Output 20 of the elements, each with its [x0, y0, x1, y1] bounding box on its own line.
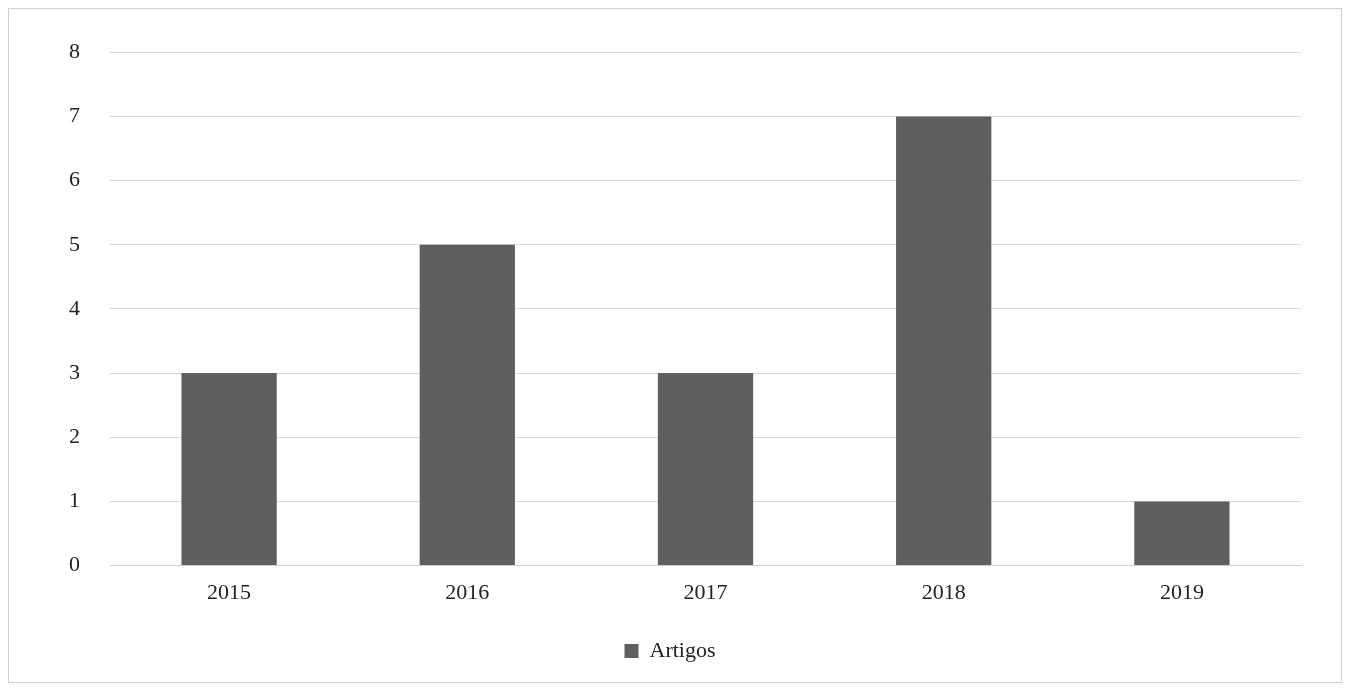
y-tick-label: 3: [69, 358, 80, 384]
y-tick-label: 0: [69, 551, 80, 577]
y-tick-label: 1: [69, 487, 80, 513]
y-tick-label: 7: [69, 102, 80, 128]
x-tick-label: 2017: [683, 578, 728, 604]
bar: [657, 373, 754, 566]
y-tick-label: 2: [69, 423, 80, 449]
x-tick-label: 2015: [207, 578, 252, 604]
x-tick-label: 2018: [921, 578, 966, 604]
bar: [181, 373, 277, 566]
x-tick-label: 2016: [445, 578, 490, 604]
y-tick-label: 5: [69, 230, 80, 256]
y-tick-label: 8: [69, 37, 80, 63]
x-tick-label: 2019: [1159, 578, 1204, 604]
y-tick-label: 4: [69, 294, 80, 320]
y-tick-label: 6: [69, 166, 80, 192]
legend-label: Artigos: [649, 636, 716, 662]
bar: [1134, 501, 1230, 566]
bar: [896, 116, 992, 566]
bar: [419, 244, 515, 566]
